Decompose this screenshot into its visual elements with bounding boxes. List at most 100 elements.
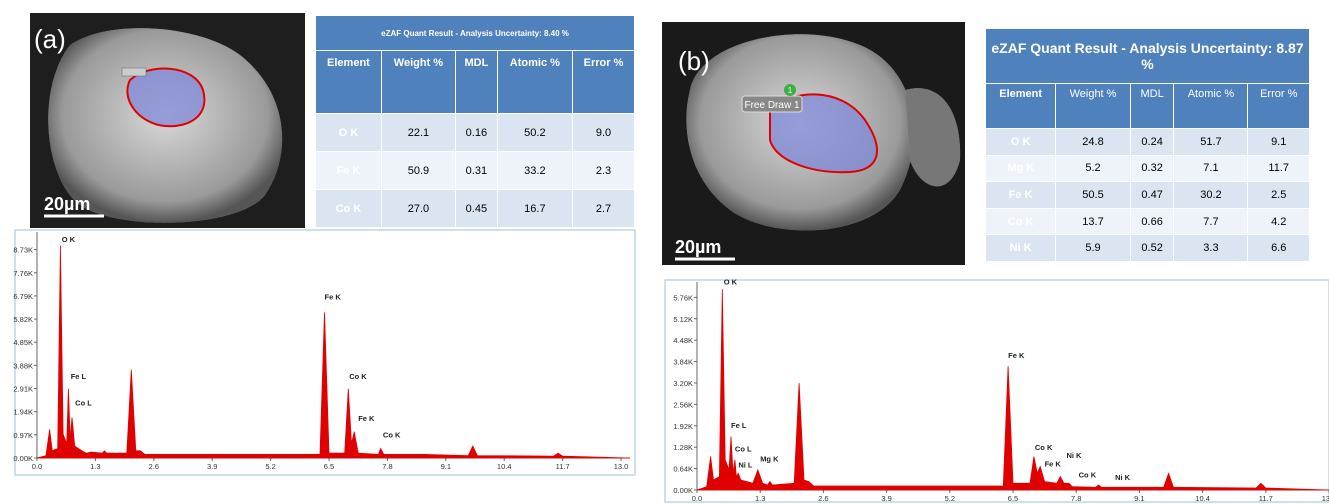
peak-label: Co K <box>1079 470 1097 479</box>
table-cell: 16.7 <box>497 190 572 228</box>
table-cell: 33.2 <box>497 152 572 190</box>
table-cell: 50.5 <box>1056 182 1131 209</box>
table-cell: 0.31 <box>456 152 498 190</box>
table-cell: 51.7 <box>1174 129 1248 156</box>
y-tick-label: 1.92K <box>673 422 693 431</box>
region-label: Free Draw 1 <box>744 100 799 111</box>
page: { "panel_a": { "label": "(a)", "scale_ba… <box>0 0 1329 504</box>
y-tick-label: 1.94K <box>13 408 33 417</box>
x-tick-label: 9.1 <box>441 462 451 471</box>
table-cell: Element <box>316 51 382 114</box>
table-cell: Element <box>986 84 1056 129</box>
table-title-row: eZAF Quant Result - Analysis Uncertainty… <box>986 29 1310 84</box>
table-cell: 9.0 <box>572 114 634 152</box>
table-cell: 0.45 <box>456 190 498 228</box>
peak-label: O K <box>62 235 76 244</box>
peak-label: Ni L <box>738 460 753 469</box>
quant-table-a: eZAF Quant Result - Analysis Uncertainty… <box>315 15 635 228</box>
table-row: Co K13.70.667.74.2 <box>986 208 1310 235</box>
table-cell: 0.66 <box>1130 208 1174 235</box>
table-cell: 24.8 <box>1056 129 1131 156</box>
table-title-row: eZAF Quant Result - Analysis Uncertainty… <box>316 16 635 51</box>
panel-label: (a) <box>34 24 66 54</box>
table-cell: 7.1 <box>1174 155 1248 182</box>
y-tick-label: 7.76K <box>13 269 33 278</box>
table-cell: 0.16 <box>456 114 498 152</box>
y-tick-label: 2.56K <box>673 400 693 409</box>
table-cell: Co K <box>986 208 1056 235</box>
x-tick-label: 11.7 <box>556 462 570 471</box>
table-cell: 27.0 <box>381 190 455 228</box>
sem-image-b: Free Draw 1 1 (b) 20µm <box>662 22 965 265</box>
x-tick-label: 6.5 <box>324 462 334 471</box>
table-cell: 0.52 <box>1130 235 1174 262</box>
table-cell: Atomic % <box>497 51 572 114</box>
y-tick-label: 0.64K <box>673 465 693 474</box>
peak-label: Ni K <box>1115 473 1131 482</box>
y-tick-label: 8.73K <box>13 246 33 255</box>
x-tick-label: 5.2 <box>265 462 275 471</box>
x-tick-label: 1.3 <box>90 462 100 471</box>
table-cell: 3.3 <box>1174 235 1248 262</box>
x-tick-label: 9.1 <box>1134 494 1144 503</box>
spectrum-chart: 0.00K0.97K1.94K2.91K3.88K4.85K5.82K6.79K… <box>13 230 635 475</box>
y-tick-label: 6.79K <box>13 292 33 301</box>
peak-label: Co K <box>349 372 367 381</box>
y-tick-label: 3.88K <box>13 361 33 370</box>
table-cell: Weight % <box>1056 84 1131 129</box>
table-cell: Ni K <box>986 235 1056 262</box>
table-cell: Atomic % <box>1174 84 1248 129</box>
x-tick-label: 0.0 <box>32 462 42 471</box>
table-cell: 2.7 <box>572 190 634 228</box>
x-tick-label: 7.8 <box>382 462 392 471</box>
peak-label: O K <box>724 277 738 286</box>
peak-label: Fe L <box>71 372 87 381</box>
x-tick-label: 7.8 <box>1071 494 1081 503</box>
table-cell: 0.24 <box>1130 129 1174 156</box>
x-tick-label: 1.3 <box>755 494 765 503</box>
sem-image-a: (a) 20µm <box>30 13 305 228</box>
table-cell: eZAF Quant Result - Analysis Uncertainty… <box>316 16 635 51</box>
x-tick-label: 3.9 <box>207 462 217 471</box>
peak-label: Fe L <box>731 421 747 430</box>
y-tick-label: 3.84K <box>673 358 693 367</box>
peak-label: Co L <box>735 445 752 454</box>
y-tick-label: 4.85K <box>13 338 33 347</box>
table-cell: 0.47 <box>1130 182 1174 209</box>
y-tick-label: 5.12K <box>673 315 693 324</box>
x-tick-label: 0.0 <box>692 494 702 503</box>
y-tick-label: 0.97K <box>13 431 33 440</box>
table-cell: 50.2 <box>497 114 572 152</box>
table-cell: 13.7 <box>1056 208 1131 235</box>
peak-label: Co L <box>75 398 92 407</box>
table-cell: 50.9 <box>381 152 455 190</box>
table-cell: Co K <box>316 190 382 228</box>
table-cell: 11.7 <box>1248 155 1310 182</box>
table-row: Mg K5.20.327.111.7 <box>986 155 1310 182</box>
table-cell: Error % <box>572 51 634 114</box>
table-cell: 0.32 <box>1130 155 1174 182</box>
x-tick-label: 3.9 <box>881 494 891 503</box>
x-tick-label: 6.5 <box>1008 494 1018 503</box>
x-tick-label: 5.2 <box>945 494 955 503</box>
table-cell: MDL <box>456 51 498 114</box>
y-tick-label: 5.82K <box>13 315 33 324</box>
table-cell: 4.2 <box>1248 208 1310 235</box>
table-cell: Fe K <box>986 182 1056 209</box>
table-cell: 2.3 <box>572 152 634 190</box>
y-tick-label: 0.00K <box>13 454 33 463</box>
spectrum-chart: 0.00K0.64K1.28K1.92K2.56K3.20K3.84K4.48K… <box>665 277 1329 503</box>
table-header-row: ElementWeight %MDLAtomic %Error % <box>316 51 635 114</box>
scale-bar-label: 20µm <box>675 237 721 257</box>
table-cell: 5.2 <box>1056 155 1131 182</box>
table-cell: Fe K <box>316 152 382 190</box>
x-tick-label: 10.4 <box>497 462 512 471</box>
peak-label: Fe K <box>358 414 375 423</box>
table-cell: 2.5 <box>1248 182 1310 209</box>
table-cell: 30.2 <box>1174 182 1248 209</box>
